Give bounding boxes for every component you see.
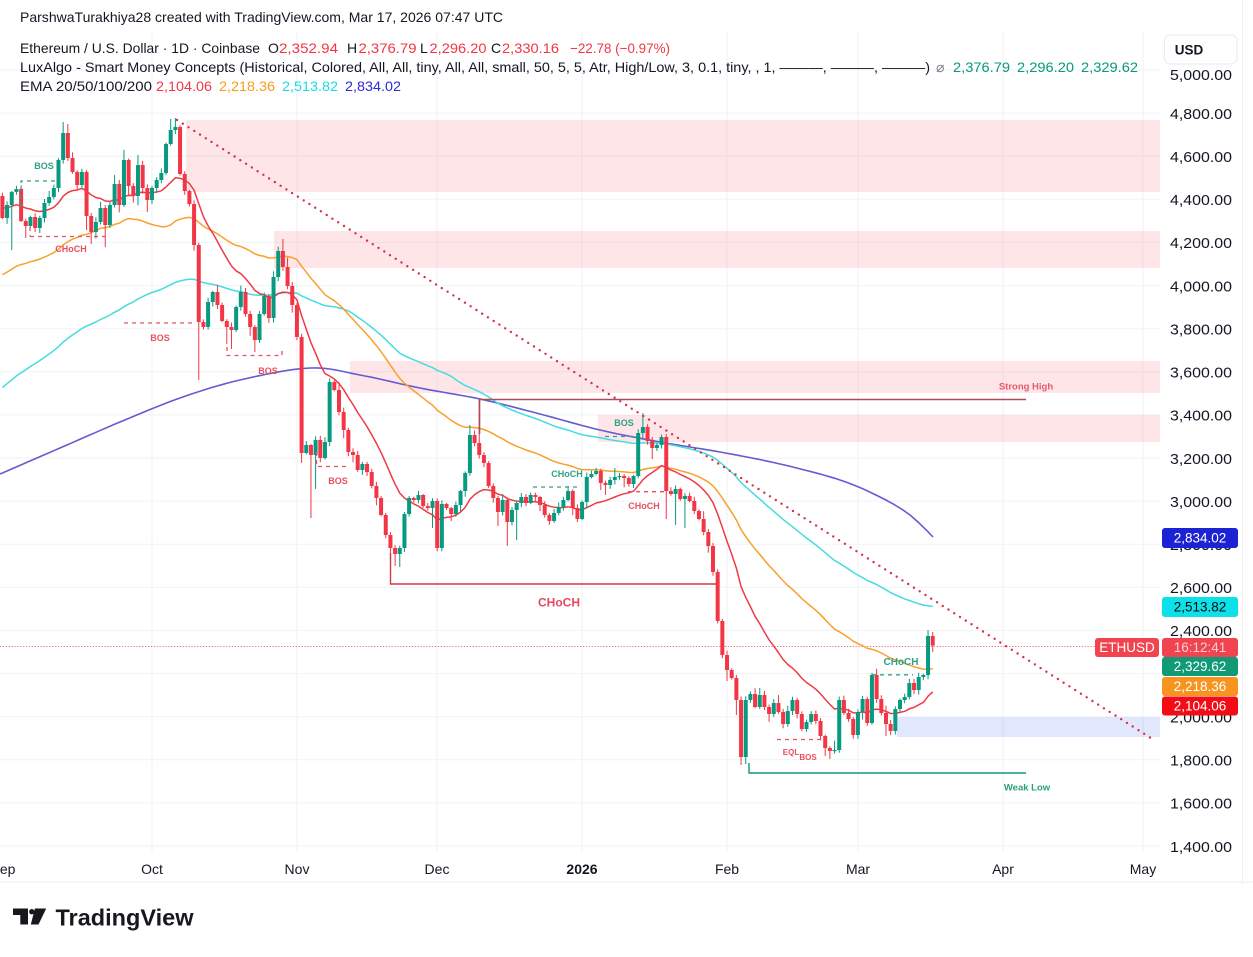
svg-text:⌀: ⌀	[936, 59, 944, 75]
svg-text:4,600.00: 4,600.00	[1170, 149, 1232, 166]
svg-text:BOS: BOS	[614, 418, 634, 428]
svg-text:BOS: BOS	[150, 333, 170, 343]
svg-text:2,329.62: 2,329.62	[1174, 659, 1227, 674]
svg-text:Feb: Feb	[715, 861, 739, 877]
svg-text:Oct: Oct	[141, 861, 163, 877]
svg-text:3,200.00: 3,200.00	[1170, 451, 1232, 468]
svg-text:4,400.00: 4,400.00	[1170, 192, 1232, 209]
svg-text:2,329.62: 2,329.62	[1081, 59, 1138, 75]
svg-text:May: May	[1130, 861, 1156, 877]
svg-text:2,218.36: 2,218.36	[219, 78, 275, 94]
svg-text:EQL: EQL	[783, 748, 800, 757]
svg-text:EMA 20/50/100/200: EMA 20/50/100/200	[20, 78, 152, 94]
svg-text:4,800.00: 4,800.00	[1170, 106, 1232, 123]
svg-text:USD: USD	[1175, 43, 1204, 58]
svg-text:2,513.82: 2,513.82	[1174, 600, 1227, 615]
svg-text:CHoCH: CHoCH	[628, 501, 660, 511]
svg-text:1,800.00: 1,800.00	[1170, 753, 1232, 770]
svg-text:BOS: BOS	[258, 366, 278, 376]
svg-text:5,000.00: 5,000.00	[1170, 67, 1232, 84]
svg-text:H: H	[347, 40, 357, 56]
svg-text:16:12:41: 16:12:41	[1174, 640, 1227, 655]
svg-text:Strong High: Strong High	[999, 382, 1054, 393]
svg-text:2,600.00: 2,600.00	[1170, 580, 1232, 597]
svg-text:1,600.00: 1,600.00	[1170, 796, 1232, 813]
svg-text:−22.78 (−0.97%): −22.78 (−0.97%)	[570, 40, 670, 56]
svg-text:2,834.02: 2,834.02	[345, 78, 401, 94]
svg-text:TradingView: TradingView	[56, 905, 195, 931]
svg-text:2,352.94: 2,352.94	[279, 40, 338, 56]
svg-text:BOS: BOS	[328, 476, 348, 486]
svg-text:2,104.06: 2,104.06	[1174, 699, 1227, 714]
svg-text:Apr: Apr	[992, 861, 1014, 877]
svg-text:2,400.00: 2,400.00	[1170, 623, 1232, 640]
svg-text:3,600.00: 3,600.00	[1170, 365, 1232, 382]
svg-text:C: C	[491, 40, 501, 56]
svg-text:BOS: BOS	[34, 161, 54, 171]
svg-text:BOS: BOS	[799, 753, 817, 762]
svg-text:Dec: Dec	[425, 861, 450, 877]
svg-text:CHoCH: CHoCH	[884, 657, 919, 668]
svg-text:2,376.79: 2,376.79	[953, 59, 1010, 75]
svg-text:2,296.20: 2,296.20	[430, 40, 487, 56]
svg-text:2,218.36: 2,218.36	[1174, 679, 1227, 694]
svg-text:3,000.00: 3,000.00	[1170, 494, 1232, 511]
svg-text:Sep: Sep	[0, 861, 16, 877]
svg-text:Ethereum / U.S. Dollar · 1D ·: Ethereum / U.S. Dollar · 1D · Coinbase	[20, 40, 260, 56]
svg-text:2,296.20: 2,296.20	[1017, 59, 1074, 75]
svg-text:2,376.79: 2,376.79	[359, 40, 417, 56]
svg-text:1,400.00: 1,400.00	[1170, 839, 1232, 856]
svg-text:2,513.82: 2,513.82	[282, 78, 338, 94]
svg-text:ParshwaTurakhiya28 created wit: ParshwaTurakhiya28 created with TradingV…	[20, 9, 503, 25]
svg-text:Weak Low: Weak Low	[1004, 783, 1051, 794]
svg-text:4,200.00: 4,200.00	[1170, 235, 1232, 252]
svg-text:CHoCH: CHoCH	[538, 596, 580, 610]
svg-text:Nov: Nov	[285, 861, 310, 877]
svg-text:4,000.00: 4,000.00	[1170, 278, 1232, 295]
svg-text:O: O	[268, 40, 279, 56]
svg-text:2,834.02: 2,834.02	[1174, 531, 1227, 546]
svg-text:2,104.06: 2,104.06	[156, 78, 212, 94]
svg-text:2026: 2026	[566, 861, 597, 877]
svg-text:3,400.00: 3,400.00	[1170, 408, 1232, 425]
svg-text:L: L	[420, 40, 428, 56]
svg-text:3,800.00: 3,800.00	[1170, 322, 1232, 339]
svg-text:CHoCH: CHoCH	[55, 244, 87, 254]
svg-text:LuxAlgo - Smart Money Concepts: LuxAlgo - Smart Money Concepts (Historic…	[20, 59, 930, 75]
svg-text:ETHUSD: ETHUSD	[1099, 640, 1155, 655]
svg-text:Mar: Mar	[846, 861, 870, 877]
svg-text:2,330.16: 2,330.16	[502, 40, 559, 56]
svg-text:CHoCH: CHoCH	[551, 469, 583, 479]
